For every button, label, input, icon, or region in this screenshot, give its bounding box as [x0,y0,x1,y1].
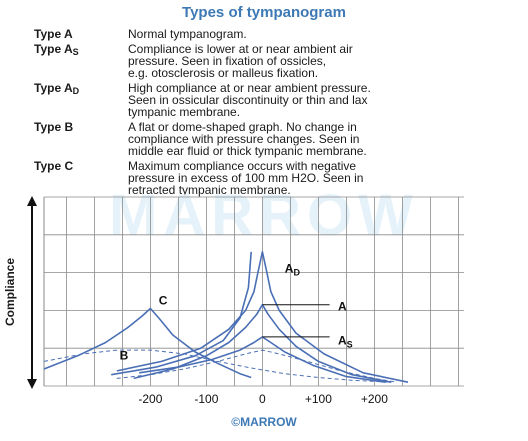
x-tick-label: -200 [138,392,162,406]
x-tick-label: +100 [305,392,332,406]
curve-label: B [120,349,129,363]
x-tick-label: 0 [259,392,266,406]
y-axis-arrowhead-up [27,196,37,206]
x-tick-label: +200 [361,392,388,406]
curve-label: AD [285,262,301,278]
curve-label-subscript: D [293,268,300,278]
curve-b [44,350,391,382]
curve-label: C [159,294,168,308]
y-axis-arrowhead-down [27,379,37,389]
y-axis-label: Compliance [3,242,17,342]
curve-label: AS [338,333,353,349]
curve-label-subscript: S [347,339,353,349]
x-tick-label: -100 [194,392,218,406]
curve-ad-left-branch [111,252,251,375]
curve-label: A [338,299,347,313]
footer-watermark: ©MARROW [0,415,528,429]
